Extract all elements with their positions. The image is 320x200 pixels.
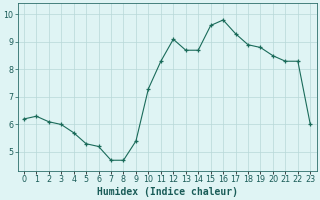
- X-axis label: Humidex (Indice chaleur): Humidex (Indice chaleur): [97, 186, 237, 197]
